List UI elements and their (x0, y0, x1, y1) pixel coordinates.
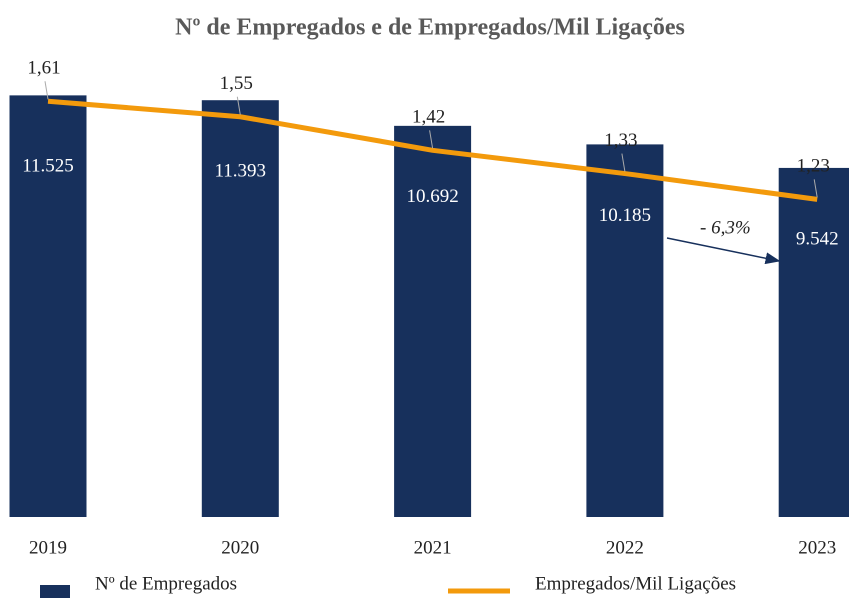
chart-title: Nº de Empregados e de Empregados/Mil Lig… (175, 15, 685, 41)
bar (778, 167, 849, 518)
leader-line (813, 179, 818, 198)
bar-value-label: 11.525 (22, 156, 74, 177)
bar-value-label: 10.185 (599, 205, 651, 226)
leader-line (236, 96, 241, 115)
x-tick-label: 2020 (221, 537, 259, 558)
legend-label: Nº de Empregados (95, 573, 237, 594)
annotation: - 6,3% (700, 217, 751, 238)
leader-line (621, 153, 626, 172)
leader-line (429, 130, 434, 149)
legend-swatch (40, 585, 70, 598)
bar-value-label: 9.542 (796, 228, 839, 249)
x-tick-label: 2019 (29, 537, 67, 558)
bar-value-label: 11.393 (215, 161, 267, 182)
line-value-label: 1,42 (412, 107, 445, 128)
bar (586, 144, 664, 517)
legend-label: Empregados/Mil Ligações (535, 573, 736, 594)
bar (201, 100, 279, 517)
line-value-label: 1,61 (27, 58, 60, 79)
x-tick-label: 2021 (414, 537, 452, 558)
line (47, 98, 818, 202)
annotation-arrow (666, 237, 781, 265)
bar (9, 95, 87, 518)
bar (394, 125, 472, 517)
line-value-label: 1,33 (604, 130, 637, 151)
line-value-label: 1,55 (220, 73, 253, 94)
x-tick-label: 2023 (798, 537, 836, 558)
x-tick-label: 2022 (606, 537, 644, 558)
leader-line (44, 81, 49, 100)
bar-value-label: 10.692 (406, 186, 458, 207)
line-value-label: 1,23 (797, 156, 830, 177)
